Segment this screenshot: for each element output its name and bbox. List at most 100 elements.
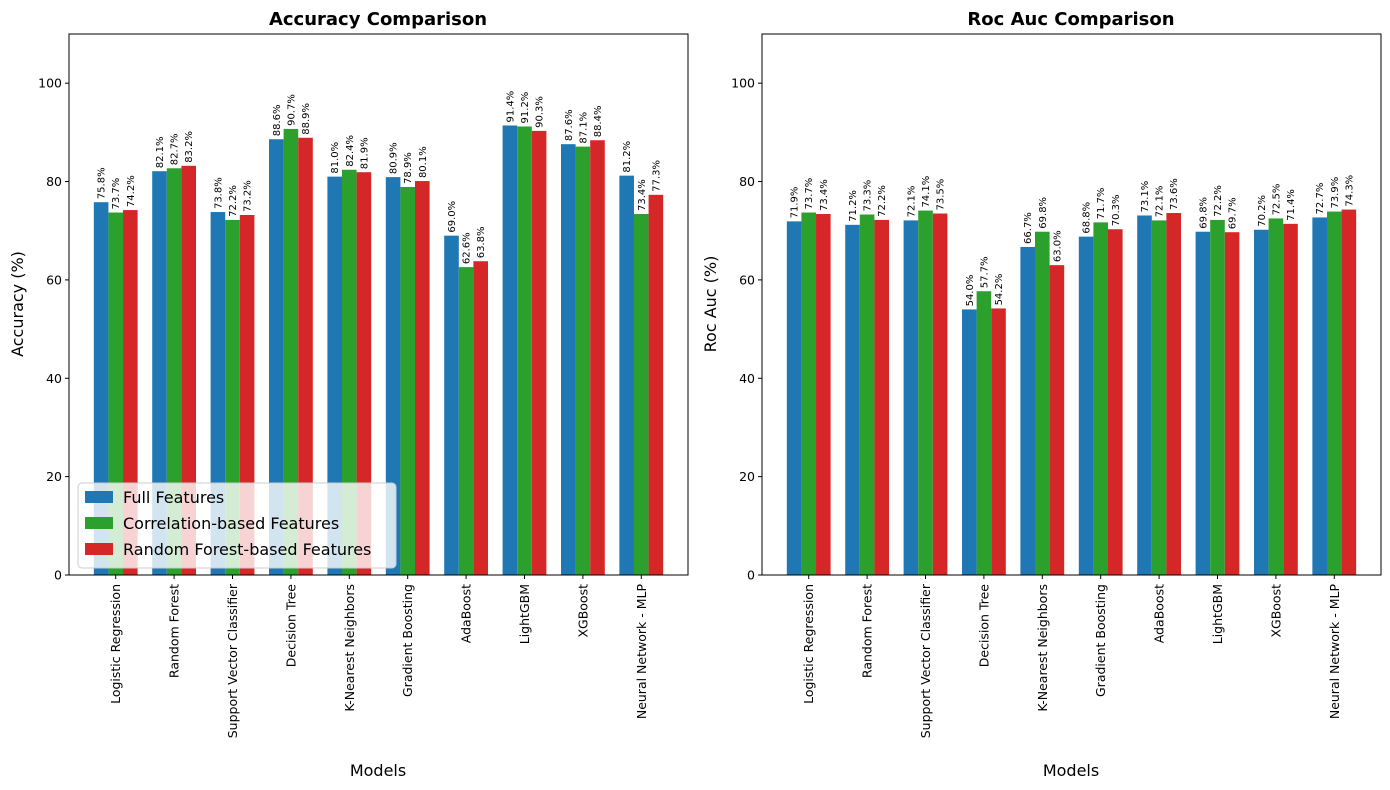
x-tick-label: Logistic Regression (108, 584, 123, 704)
bar (415, 181, 430, 576)
data-label: 87.1% (578, 112, 589, 144)
bar (560, 144, 576, 576)
y-tick-label: 40 (739, 371, 755, 386)
x-tick-label: Decision Tree (283, 584, 298, 668)
data-label: 73.7% (804, 178, 815, 210)
data-label: 72.7% (1315, 183, 1326, 215)
data-label: 73.9% (1330, 177, 1341, 209)
legend-frame (77, 482, 397, 569)
data-label: 73.8% (213, 177, 224, 209)
data-label: 72.1% (906, 186, 917, 218)
plot-area: 75.8% 82.1% 73.8% 88.6% 81.0% 80.9% 69.0% 91.4%… (38, 33, 689, 738)
data-label: 90.3% (535, 96, 546, 128)
x-tick-label: Random Forest (167, 584, 182, 678)
x-tick-label: Gradient Boosting (1093, 584, 1108, 697)
data-label: 69.8% (1198, 197, 1209, 229)
axes-frame (68, 33, 689, 576)
data-label: 69.0% (447, 201, 458, 233)
y-axis-label: Roc Auc (%) (701, 256, 720, 353)
x-tick-label: K-Nearest Neighbors (342, 584, 357, 712)
y-tick-label: 40 (46, 371, 62, 386)
plot-area: 71.9% 71.2% 72.1% 54.0% 66.7% 68.8% 73.1% 69.8%… (731, 33, 1382, 738)
y-tick-label: 60 (739, 272, 755, 287)
y-tick-label: 0 (54, 568, 62, 583)
bar (991, 308, 1006, 575)
bar (1210, 219, 1225, 575)
bar (633, 214, 649, 575)
data-label: 72.2% (877, 185, 888, 217)
y-tick-label: 100 (38, 76, 62, 91)
legend-label-full-features: Full Features (123, 488, 224, 507)
bar (1253, 229, 1269, 576)
bar (444, 235, 459, 575)
x-tick-label: LightGBM (517, 584, 532, 644)
data-label: 82.1% (155, 136, 166, 168)
data-label: 71.7% (1096, 188, 1107, 220)
data-label: 73.6% (1169, 178, 1180, 210)
data-label: 82.7% (170, 133, 181, 165)
data-label: 54.0% (965, 275, 976, 307)
x-tick-label: Gradient Boosting (400, 584, 415, 697)
data-label: 69.7% (1228, 197, 1239, 229)
data-label: 83.2% (184, 131, 195, 163)
x-tick-label: XGBoost (575, 584, 590, 638)
data-label: 91.2% (520, 92, 531, 124)
data-label: 74.2% (126, 175, 137, 207)
bar (619, 175, 634, 575)
data-label: 72.1% (1155, 186, 1166, 218)
bar (1224, 232, 1240, 575)
bar (269, 139, 284, 575)
data-label: 73.1% (1140, 181, 1151, 213)
y-tick-label: 20 (739, 469, 755, 484)
x-axis-label: Models (1043, 761, 1099, 780)
accuracy-chart: Accuracy Comparison Accuracy (%) Models … (8, 9, 689, 780)
bar (590, 140, 605, 576)
bar (531, 130, 547, 575)
bar (342, 169, 357, 576)
data-label: 71.4% (1286, 189, 1297, 221)
data-label: 63.8% (476, 226, 487, 258)
x-tick-label: AdaBoost (459, 584, 474, 643)
y-tick-label: 60 (46, 272, 62, 287)
legend-swatch-full-features (85, 491, 113, 503)
bar (874, 219, 890, 575)
bar (1035, 231, 1050, 575)
data-label: 73.3% (863, 180, 874, 212)
bar (801, 212, 817, 575)
x-tick-label: Logistic Regression (801, 584, 816, 704)
data-label: 90.7% (286, 94, 297, 126)
x-tick-label: Support Vector Classifier (225, 583, 240, 738)
data-label: 73.4% (819, 179, 830, 211)
bar (93, 202, 109, 575)
data-label: 71.2% (848, 190, 859, 222)
bar (1020, 246, 1035, 575)
data-label: 81.2% (622, 141, 633, 173)
x-tick-label: XGBoost (1268, 584, 1283, 638)
data-label: 73.2% (243, 180, 254, 212)
bar (385, 177, 401, 575)
bar (1326, 211, 1342, 576)
bar (1166, 213, 1181, 575)
x-tick-label: Neural Network - MLP (634, 584, 649, 720)
bar (166, 168, 182, 575)
data-label: 57.7% (979, 256, 990, 288)
chart-title: Accuracy Comparison (269, 9, 487, 30)
data-label: 69.8% (1038, 197, 1049, 229)
data-label: 77.3% (651, 160, 662, 192)
bar (1312, 217, 1327, 575)
bar (1151, 220, 1167, 575)
bar (298, 137, 313, 575)
legend-label-correlation-features: Correlation-based Features (123, 514, 339, 533)
bar (859, 214, 875, 575)
data-label: 74.3% (1344, 175, 1355, 207)
data-label: 81.0% (330, 142, 341, 174)
data-label: 72.5% (1271, 184, 1282, 216)
bar (1078, 236, 1094, 575)
bar (575, 146, 591, 575)
y-tick-label: 0 (747, 568, 755, 583)
roc-auc-chart: Roc Auc Comparison Roc Auc (%) Models 71… (701, 9, 1382, 780)
data-label: 62.6% (462, 232, 473, 264)
bar (932, 213, 948, 575)
bar (283, 128, 299, 576)
